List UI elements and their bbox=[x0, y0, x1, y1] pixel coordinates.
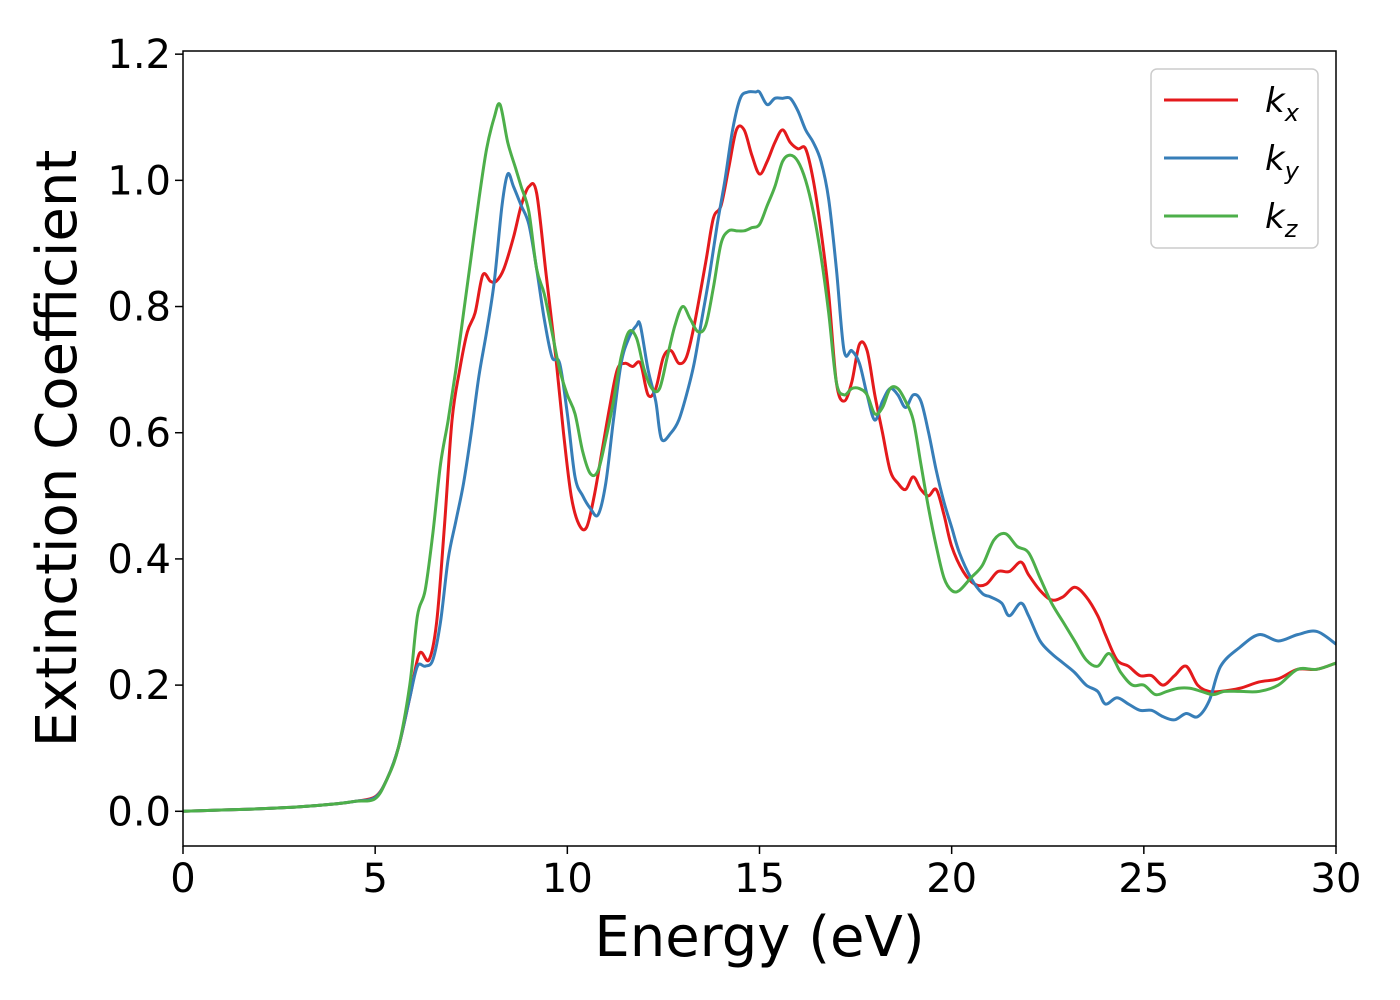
x-tick-label: 10 bbox=[542, 856, 593, 902]
y-tick-label: 0.8 bbox=[107, 285, 171, 331]
x-axis-label: Energy (eV) bbox=[594, 905, 924, 970]
y-axis-label: Extinction Coefficient bbox=[25, 150, 90, 748]
y-tick-label: 0.4 bbox=[107, 537, 171, 583]
x-tick-label: 5 bbox=[362, 856, 387, 902]
series-line-kx bbox=[183, 124, 1336, 813]
x-tick-label: 25 bbox=[1118, 856, 1169, 902]
y-axis-ticks: 0.0 0.2 0.4 0.6 0.8 1.0 1.2 bbox=[107, 32, 183, 835]
series-line-kz bbox=[183, 102, 1336, 813]
x-tick-label: 15 bbox=[734, 856, 785, 902]
series-line-ky bbox=[183, 89, 1336, 813]
y-tick-label: 0.0 bbox=[107, 789, 171, 835]
x-tick-label: 0 bbox=[170, 856, 195, 902]
x-tick-label: 20 bbox=[926, 856, 977, 902]
series-layer bbox=[183, 89, 1336, 813]
x-tick-label: 30 bbox=[1311, 856, 1362, 902]
y-tick-label: 1.0 bbox=[107, 158, 171, 204]
y-tick-label: 0.6 bbox=[107, 411, 171, 457]
x-axis-ticks: 0 5 10 15 20 25 30 bbox=[170, 846, 1361, 902]
y-tick-label: 1.2 bbox=[107, 32, 171, 78]
y-tick-label: 0.2 bbox=[107, 663, 171, 709]
